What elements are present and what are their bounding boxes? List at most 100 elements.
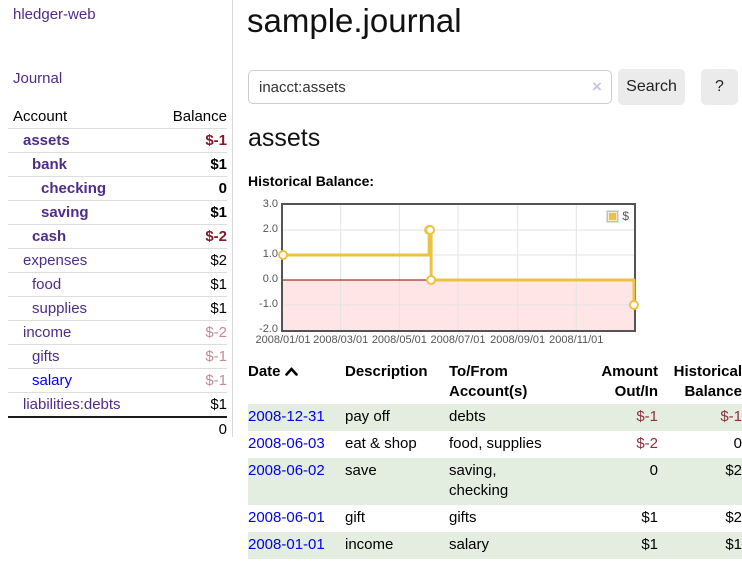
chart-point xyxy=(278,250,288,260)
transaction-balance: 0 xyxy=(733,435,742,452)
account-column-header: Account xyxy=(13,107,68,125)
account-row: assets $-1 xyxy=(8,128,227,152)
description-column-header: Description xyxy=(345,363,428,380)
account-link[interactable]: checking xyxy=(41,180,107,197)
account-balance: $-2 xyxy=(205,228,227,245)
x-tick-label: 2008/01/01 xyxy=(255,334,311,346)
page-title: sample.journal xyxy=(247,2,462,39)
transaction-row: 2008-06-03 eat & shop food, supplies $-2 0 xyxy=(248,431,742,458)
transaction-date-link[interactable]: 2008-06-01 xyxy=(248,509,325,526)
account-table-header: Account Balance xyxy=(8,104,227,128)
chart-point xyxy=(426,275,437,285)
transaction-date-link[interactable]: 2008-06-03 xyxy=(248,435,325,452)
account-balance: $1 xyxy=(210,204,227,221)
account-row: liabilities:debts $1 xyxy=(8,392,227,416)
account-row: income $-2 xyxy=(8,320,227,344)
transaction-date-link[interactable]: 2008-06-02 xyxy=(248,462,325,479)
register-header-row: Date Description To/From Account(s) Amou… xyxy=(248,359,742,404)
transaction-amount: $-1 xyxy=(636,408,658,425)
transaction-description: pay off xyxy=(345,408,390,425)
transaction-accounts: gifts xyxy=(449,509,477,526)
account-link[interactable]: liabilities:debts xyxy=(23,396,121,413)
account-balance: 0 xyxy=(218,180,227,197)
account-row: expenses $2 xyxy=(8,248,227,272)
transaction-amount: $1 xyxy=(641,536,658,553)
account-balance: $1 xyxy=(210,396,227,413)
search-button[interactable]: Search xyxy=(618,69,685,105)
help-button[interactable]: ? xyxy=(701,69,738,105)
transaction-balance: $2 xyxy=(725,462,742,479)
transaction-row: 2008-01-01 income salary $1 $1 xyxy=(248,532,742,559)
transaction-description: save xyxy=(345,462,377,479)
account-link[interactable]: expenses xyxy=(23,252,88,269)
clear-search-icon[interactable]: × xyxy=(592,77,602,96)
account-row: saving $1 xyxy=(8,200,227,224)
transaction-row: 2008-06-02 save saving, checking 0 $2 xyxy=(248,458,742,505)
account-row: gifts $-1 xyxy=(8,344,227,368)
chart-point xyxy=(425,225,436,235)
chart-title: Historical Balance: xyxy=(248,173,375,189)
transaction-balance: $2 xyxy=(725,509,742,526)
account-link[interactable]: saving xyxy=(41,204,89,221)
account-balance: $1 xyxy=(210,156,227,173)
account-link[interactable]: bank xyxy=(32,156,68,173)
transaction-description: eat & shop xyxy=(345,435,417,452)
transaction-balance: $1 xyxy=(725,536,742,553)
account-link[interactable]: cash xyxy=(32,228,67,245)
account-balance: $-1 xyxy=(205,372,227,389)
x-tick-label: 2008/07/01 xyxy=(430,334,486,346)
date-column-header[interactable]: Date xyxy=(248,359,345,404)
account-balance: $1 xyxy=(210,276,227,293)
y-tick-label: -2.0 xyxy=(259,323,278,335)
transaction-accounts: food, supplies xyxy=(449,435,542,452)
sort-ascending-icon xyxy=(284,362,298,382)
sidebar: hledger-web Journal Account Balance asse… xyxy=(0,0,233,440)
account-link[interactable]: income xyxy=(23,324,72,341)
account-link[interactable]: assets xyxy=(23,132,70,149)
y-tick-label: 0.0 xyxy=(262,273,278,285)
account-row: bank $1 xyxy=(8,152,227,176)
transaction-description: income xyxy=(345,536,394,553)
sidebar-item-journal[interactable]: Journal xyxy=(13,70,63,87)
account-row: supplies $1 xyxy=(8,296,227,320)
current-account-title: assets xyxy=(248,124,321,152)
account-tree: assets $-1 bank $1 checking 0 saving $1 cash $-2 e… xyxy=(0,128,233,416)
account-row: salary $-1 xyxy=(8,368,227,392)
amount-column-header: Amount Out/In xyxy=(601,363,658,400)
account-balance-table: Account Balance assets $-1 bank $1 checking 0… xyxy=(0,104,233,440)
search-input[interactable] xyxy=(248,70,612,104)
account-balance: $-1 xyxy=(205,348,227,365)
account-link[interactable]: food xyxy=(32,276,62,293)
y-tick-label: -1.0 xyxy=(259,298,278,310)
x-tick-label: 2008/11/01 xyxy=(549,334,604,346)
account-row: food $1 xyxy=(8,272,227,296)
transaction-description: gift xyxy=(345,509,366,526)
transaction-amount: $1 xyxy=(641,509,658,526)
transaction-balance: $-1 xyxy=(720,408,742,425)
total-balance: 0 xyxy=(218,420,227,438)
transaction-row: 2008-12-31 pay off debts $-1 $-1 xyxy=(248,404,742,431)
account-total-row: 0 xyxy=(8,416,227,440)
transaction-date-link[interactable]: 2008-12-31 xyxy=(248,408,325,425)
account-link[interactable]: gifts xyxy=(32,348,60,365)
balance-chart-svg xyxy=(278,205,639,330)
app-brand-link[interactable]: hledger-web xyxy=(13,6,96,23)
transaction-row: 2008-06-01 gift gifts $1 $2 xyxy=(248,505,742,532)
chart-plot-area: $ xyxy=(278,203,639,332)
balance-column-header-main: Historical Balance xyxy=(673,363,742,400)
register-table: Date Description To/From Account(s) Amou… xyxy=(248,359,742,559)
transaction-date-link[interactable]: 2008-01-01 xyxy=(248,536,325,553)
y-tick-label: 1.0 xyxy=(262,248,278,260)
accounts-column-header: To/From Account(s) xyxy=(449,363,528,400)
account-balance: $1 xyxy=(210,300,227,317)
transaction-accounts: saving, checking xyxy=(449,462,509,499)
account-link[interactable]: salary xyxy=(32,372,73,389)
account-link[interactable]: supplies xyxy=(32,300,88,317)
transaction-accounts: salary xyxy=(449,536,490,553)
x-tick-label: 2008/05/01 xyxy=(371,334,427,346)
chart-legend: $ xyxy=(604,208,631,224)
account-row: cash $-2 xyxy=(8,224,227,248)
y-tick-label: 2.0 xyxy=(262,223,278,235)
x-tick-label: 2008/03/01 xyxy=(313,334,369,346)
account-balance: $2 xyxy=(210,252,227,269)
